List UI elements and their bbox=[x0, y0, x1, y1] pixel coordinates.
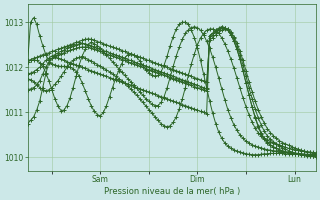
X-axis label: Pression niveau de la mer( hPa ): Pression niveau de la mer( hPa ) bbox=[104, 187, 240, 196]
